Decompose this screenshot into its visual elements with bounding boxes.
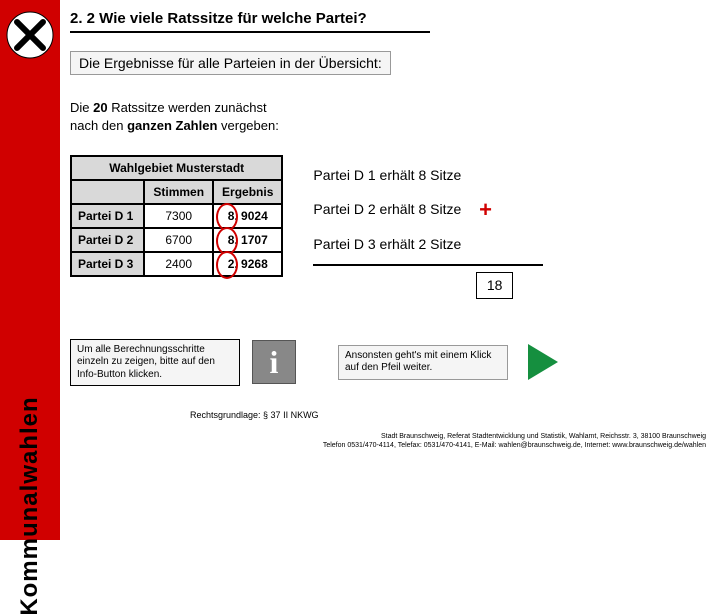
result-line: Partei D 1 erhält 8 Sitze (313, 166, 543, 184)
sum-line: 18 (313, 264, 543, 298)
table-row: Partei D 1 7300 8, 9024 (71, 204, 282, 228)
result-value: 8, 9024 (228, 209, 268, 223)
plus-icon: + (479, 196, 492, 225)
sum-box: 18 (476, 272, 514, 298)
votes-cell: 7300 (144, 204, 213, 228)
results-table-wrap: Wahlgebiet Musterstadt Stimmen Ergebnis … (70, 155, 283, 277)
seat-results: Partei D 1 erhält 8 Sitze Partei D 2 erh… (313, 155, 543, 298)
sidebar-title: Kommunalwahlen (16, 396, 44, 615)
main-content: 2. 2 Wie viele Ratssitze für welche Part… (70, 10, 710, 450)
info-button[interactable]: i (252, 340, 296, 384)
intro-text-part: Die (70, 100, 93, 115)
votes-cell: 6700 (144, 228, 213, 252)
table-row: Partei D 2 6700 8, 1707 (71, 228, 282, 252)
votes-cell: 2400 (144, 252, 213, 276)
bottom-row: Um alle Berechnungsschritte einzeln zu z… (70, 339, 710, 387)
result-cell: 2, 9268 (213, 252, 282, 276)
legal-basis: Rechtsgrundlage: § 37 II NKWG (190, 410, 710, 420)
next-tip: Ansonsten geht's mit einem Klick auf den… (338, 345, 508, 380)
footer-line: Stadt Braunschweig, Referat Stadtentwick… (70, 432, 706, 441)
subtitle: Die Ergebnisse für alle Parteien in der … (70, 51, 391, 75)
result-value: 8, 1707 (228, 233, 268, 247)
table-col-blank (71, 180, 144, 204)
table-header-region: Wahlgebiet Musterstadt (71, 156, 282, 180)
table-row: Partei D 3 2400 2, 9268 (71, 252, 282, 276)
party-cell: Partei D 3 (71, 252, 144, 276)
result-cell: 8, 1707 (213, 228, 282, 252)
result-line: Partei D 2 erhält 8 Sitze + (313, 196, 543, 225)
intro-text: Die 20 Ratssitze werden zunächst nach de… (70, 99, 710, 135)
intro-text-part: vergeben: (217, 118, 278, 133)
page-title: 2. 2 Wie viele Ratssitze für welche Part… (70, 10, 710, 27)
result-cell: 8, 9024 (213, 204, 282, 228)
footer-line: Telefon 0531/470-4114, Telefax: 0531/470… (70, 441, 706, 450)
table-col-result: Ergebnis (213, 180, 282, 204)
party-cell: Partei D 2 (71, 228, 144, 252)
sidebar: Kommunalwahlen (0, 0, 60, 540)
result-line: Partei D 3 erhält 2 Sitze (313, 235, 543, 253)
party-cell: Partei D 1 (71, 204, 144, 228)
result-value: 2, 9268 (228, 257, 268, 271)
info-tip: Um alle Berechnungsschritte einzeln zu z… (70, 339, 240, 387)
next-arrow-icon[interactable] (528, 344, 558, 380)
result-line-text: Partei D 2 erhält 8 Sitze (313, 201, 461, 217)
intro-bold: ganzen Zahlen (127, 118, 217, 133)
cross-icon (5, 10, 55, 60)
intro-bold: 20 (93, 100, 107, 115)
table-col-votes: Stimmen (144, 180, 213, 204)
title-underline (70, 31, 430, 33)
footer: Stadt Braunschweig, Referat Stadtentwick… (70, 432, 710, 450)
results-table: Wahlgebiet Musterstadt Stimmen Ergebnis … (70, 155, 283, 277)
